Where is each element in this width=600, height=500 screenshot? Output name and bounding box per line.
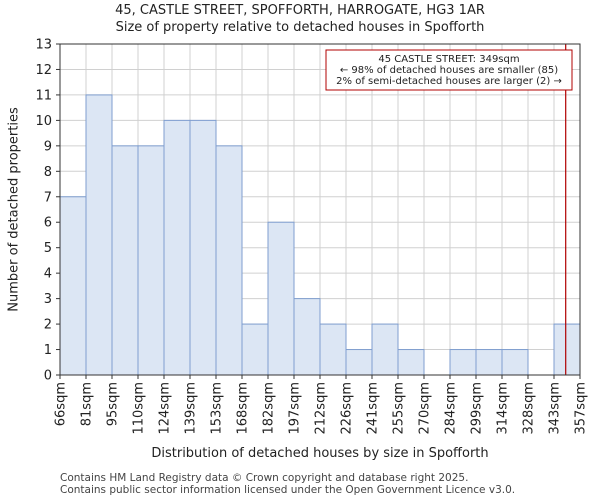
x-tick-label: 255sqm — [392, 382, 407, 435]
bars — [59, 94, 581, 376]
y-tick-label: 5 — [44, 241, 52, 256]
bar — [319, 323, 347, 376]
x-tick-label: 168sqm — [236, 382, 251, 435]
y-tick-label: 2 — [44, 318, 52, 333]
bar — [553, 323, 581, 376]
x-tick-label: 314sqm — [496, 382, 511, 435]
y-tick-label: 11 — [35, 88, 52, 103]
x-tick-label: 328sqm — [522, 382, 537, 435]
bar — [241, 323, 269, 376]
y-tick-label: 12 — [35, 63, 52, 78]
x-tick-label: 124sqm — [158, 382, 173, 435]
y-tick-label: 1 — [44, 343, 52, 358]
footer-licence: Contains public sector information licen… — [60, 484, 516, 496]
x-tick-label: 357sqm — [574, 382, 589, 435]
x-tick-label: 212sqm — [314, 382, 329, 435]
chart-title: 45, CASTLE STREET, SPOFFORTH, HARROGATE,… — [115, 3, 485, 18]
bar — [501, 349, 529, 376]
bar — [345, 349, 373, 376]
annotation-line: ← 98% of detached houses are smaller (85… — [340, 65, 558, 76]
x-axis-label: Distribution of detached houses by size … — [151, 446, 488, 461]
x-tick-label: 270sqm — [418, 382, 433, 435]
annotation-box — [325, 49, 573, 91]
bar — [189, 119, 217, 376]
x-tick-label: 299sqm — [470, 382, 485, 435]
x-axis-ticks: 66sqm 81sqm 95sqm 110sqm 124sqm 139sqm 153sqm 1… — [54, 375, 589, 435]
y-tick-label: 6 — [44, 216, 52, 231]
x-tick-label: 182sqm — [262, 382, 277, 435]
y-tick-label: 13 — [35, 38, 52, 53]
y-tick-label: 3 — [44, 292, 52, 307]
x-tick-label: 226sqm — [340, 382, 355, 435]
y-tick-label: 10 — [35, 114, 52, 129]
x-tick-label: 95sqm — [106, 382, 121, 426]
bar — [293, 298, 321, 376]
bar — [137, 145, 165, 376]
x-tick-label: 343sqm — [548, 382, 563, 435]
plot-frame — [59, 43, 581, 376]
x-tick-label: 81sqm — [80, 382, 95, 426]
x-tick-label: 197sqm — [288, 382, 303, 435]
y-tick-label: 8 — [44, 165, 52, 180]
bar — [215, 145, 243, 376]
y-axis-label: Number of detached properties — [7, 107, 22, 312]
y-tick-label: 4 — [44, 267, 52, 282]
bar — [397, 349, 425, 376]
footer-copyright: Contains HM Land Registry data © Crown c… — [60, 472, 469, 484]
x-tick-label: 153sqm — [210, 382, 225, 435]
chart-subtitle: Size of property relative to detached ho… — [115, 20, 485, 35]
bar — [449, 349, 477, 376]
y-tick-label: 7 — [44, 190, 52, 205]
bar — [371, 323, 399, 376]
x-tick-label: 66sqm — [54, 382, 69, 426]
x-tick-label: 139sqm — [184, 382, 199, 435]
marker-group: 45 CASTLE STREET: 349sqm← 98% of detache… — [325, 44, 573, 375]
bar — [163, 119, 191, 376]
annotation-line: 45 CASTLE STREET: 349sqm — [378, 54, 519, 65]
x-tick-label: 241sqm — [366, 382, 381, 435]
y-tick-label: 9 — [44, 139, 52, 154]
bar — [85, 94, 113, 376]
y-tick-label: 0 — [44, 369, 52, 384]
x-tick-label: 110sqm — [132, 382, 147, 435]
bar — [267, 221, 295, 376]
bar — [111, 145, 139, 376]
x-tick-label: 284sqm — [444, 382, 459, 435]
annotation-line: 2% of semi-detached houses are larger (2… — [336, 76, 562, 87]
bar — [475, 349, 503, 376]
bar — [59, 196, 87, 376]
